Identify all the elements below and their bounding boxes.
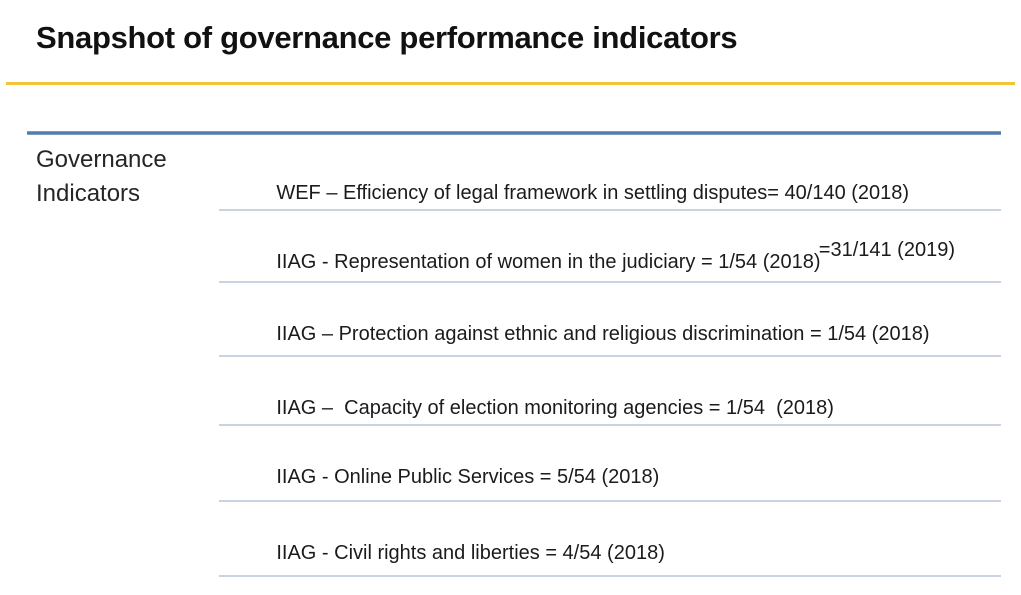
indicator-text: IIAG – Protection against ethnic and rel… [276, 323, 930, 345]
slide: Snapshot of governance performance indic… [6, 20, 1015, 577]
indicator-row-wef-legal-framework: WEF – Efficiency of legal framework in s… [219, 136, 1001, 261]
title-accent-rule [6, 82, 1015, 85]
row-header-governance-indicators: Governance Indicators [36, 146, 167, 207]
indicator-text: IIAG – Capacity of election monitoring a… [276, 397, 834, 419]
indicator-text-continued: =31/141 (2019) [818, 239, 955, 261]
table-top-rule [27, 131, 1001, 135]
page-title: Snapshot of governance performance indic… [36, 20, 738, 55]
indicator-row-women-judiciary: IIAG - Representation of women in the ju… [219, 211, 1001, 283]
indicator-text: IIAG - Representation of women in the ju… [276, 251, 821, 273]
indicator-row-ethnic-religious-discrimination: IIAG – Protection against ethnic and rel… [219, 283, 1001, 357]
indicator-text: WEF – Efficiency of legal framework in s… [276, 182, 910, 204]
indicator-text: IIAG - Online Public Services = 5/54 (20… [276, 466, 660, 488]
indicator-row-online-public-services: IIAG - Online Public Services = 5/54 (20… [219, 426, 1001, 502]
indicator-rows: WEF – Efficiency of legal framework in s… [219, 136, 1001, 577]
indicator-row-civil-rights-liberties: IIAG - Civil rights and liberties = 4/54… [219, 502, 1001, 577]
indicator-row-election-monitoring: IIAG – Capacity of election monitoring a… [219, 357, 1001, 426]
indicator-text: IIAG - Civil rights and liberties = 4/54… [276, 542, 665, 564]
